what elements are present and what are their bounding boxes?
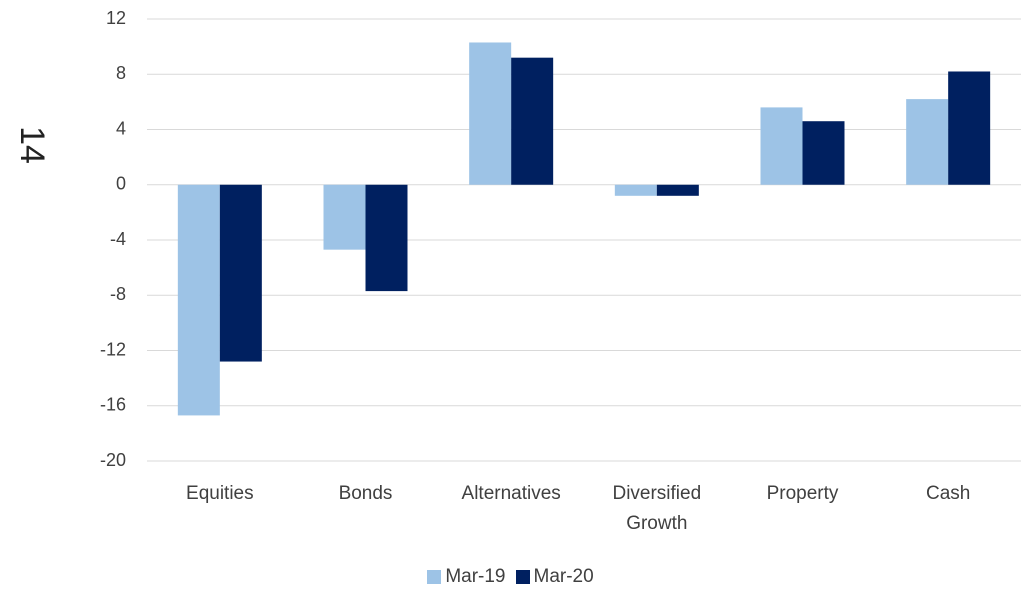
bar bbox=[948, 71, 991, 185]
y-tick-label: 4 bbox=[116, 118, 126, 138]
bar bbox=[760, 107, 803, 185]
y-tick-label: -12 bbox=[100, 339, 126, 359]
bar bbox=[511, 57, 554, 185]
page-number: 14 bbox=[13, 126, 51, 164]
bar bbox=[906, 99, 949, 185]
y-tick-label: -4 bbox=[110, 229, 126, 249]
y-tick-label: 12 bbox=[106, 8, 126, 28]
bar bbox=[614, 184, 657, 196]
x-tick-label: Property bbox=[766, 483, 839, 504]
legend-item: Mar-19 bbox=[427, 566, 506, 588]
x-tick-label: Bonds bbox=[338, 483, 393, 504]
bar bbox=[469, 42, 512, 185]
bar bbox=[177, 184, 220, 416]
x-tick-label: Diversified Growth bbox=[612, 483, 702, 534]
x-tick-label: Equities bbox=[186, 483, 254, 504]
bar bbox=[656, 184, 699, 196]
y-tick-label: -20 bbox=[100, 450, 126, 470]
legend: Mar-19 Mar-20 bbox=[0, 566, 1021, 588]
x-tick-label: Cash bbox=[925, 483, 971, 504]
legend-item: Mar-20 bbox=[515, 566, 594, 588]
legend-label: Mar-19 bbox=[445, 566, 506, 587]
x-tick-label: Alternatives bbox=[461, 483, 561, 504]
legend-label: Mar-20 bbox=[533, 566, 594, 587]
legend-swatch bbox=[427, 570, 442, 584]
y-tick-label: 8 bbox=[116, 63, 126, 83]
y-tick-label: 0 bbox=[116, 174, 126, 194]
bar bbox=[802, 121, 845, 185]
bar bbox=[323, 184, 366, 250]
y-tick-label: -16 bbox=[100, 395, 126, 415]
bar bbox=[219, 184, 262, 362]
legend-swatch bbox=[515, 570, 530, 584]
bar bbox=[365, 184, 408, 292]
y-tick-label: -8 bbox=[110, 284, 126, 304]
